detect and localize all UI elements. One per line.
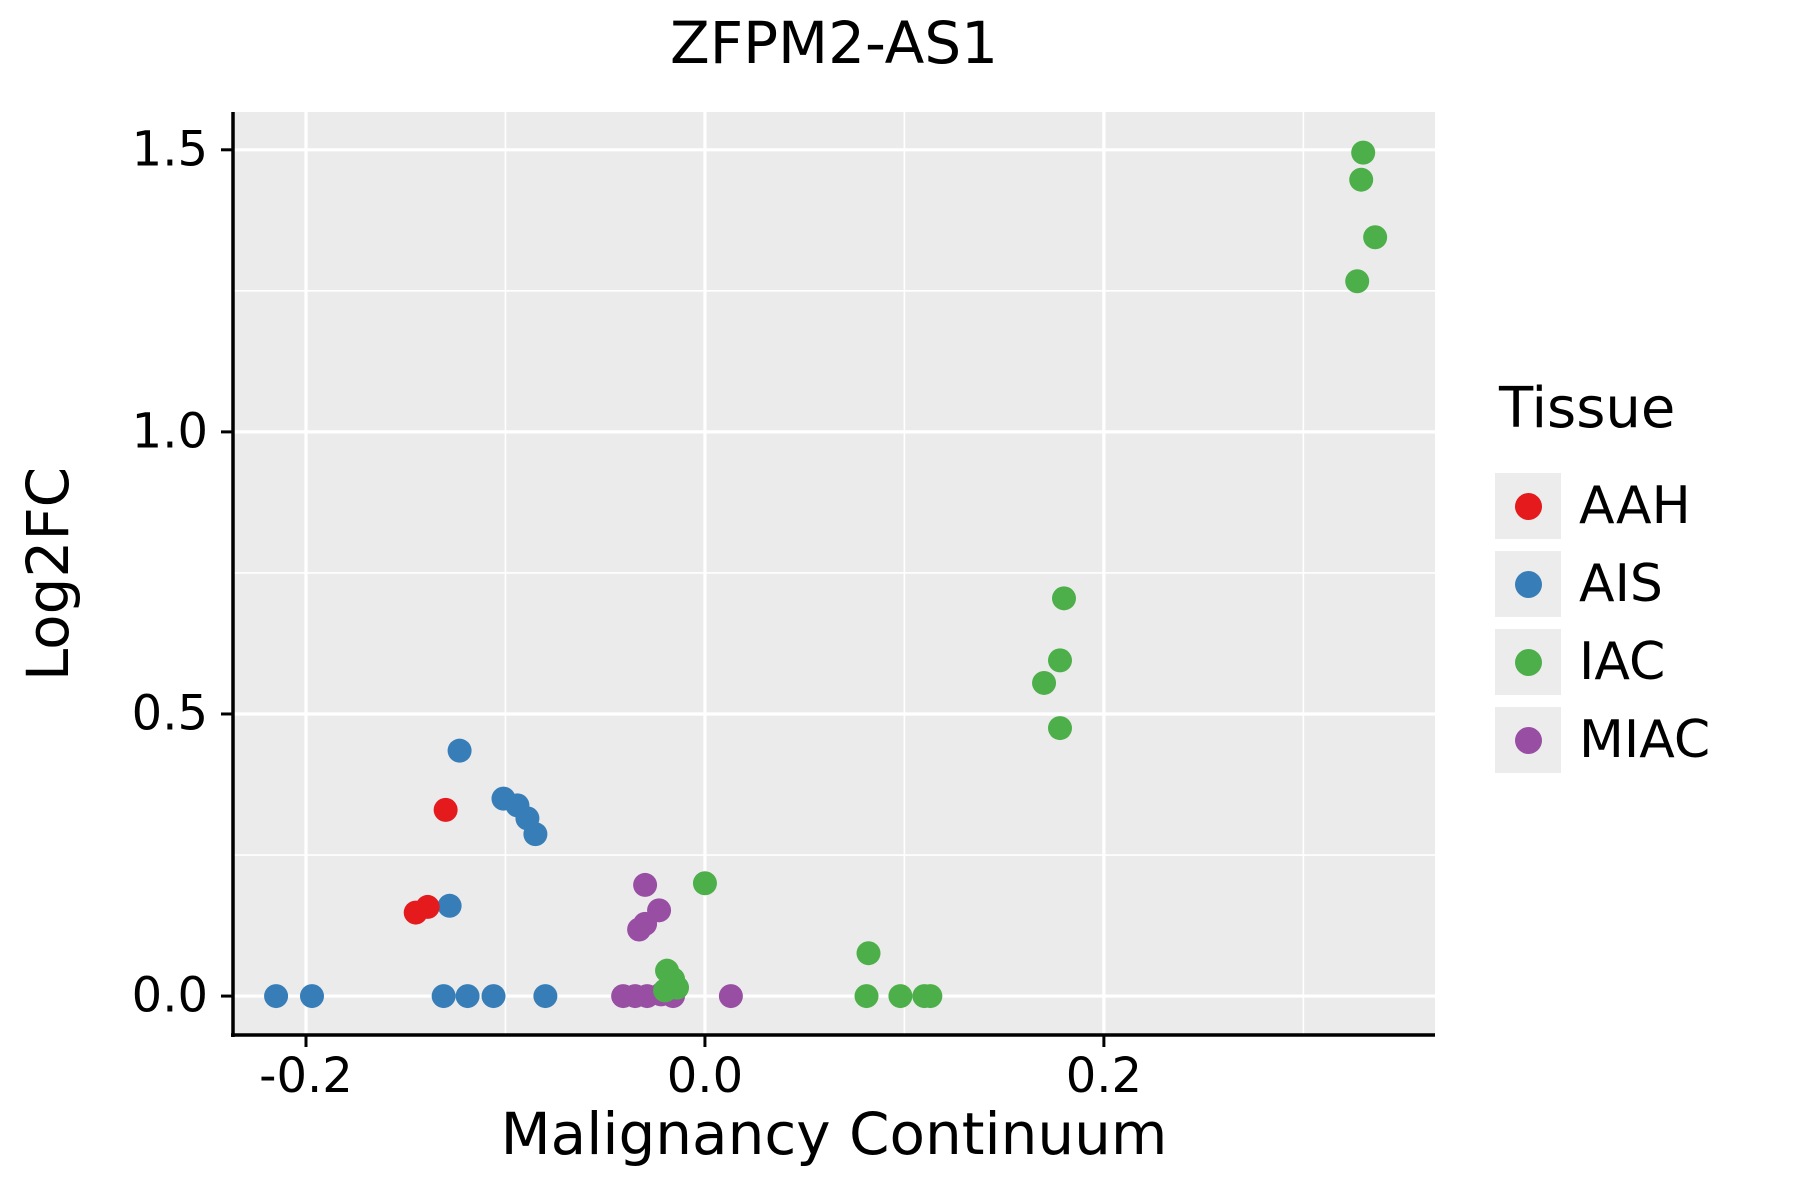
legend-label-ais: AIS (1579, 554, 1663, 614)
data-point-ais (523, 822, 548, 847)
data-point-ais (455, 984, 480, 1009)
chart-title: ZFPM2-AS1 (669, 9, 999, 77)
data-point-iac (1351, 140, 1376, 165)
data-point-ais (533, 984, 558, 1009)
legend-item-iac: IAC (1495, 623, 1710, 701)
legend-title: Tissue (1499, 376, 1676, 441)
legend-label-aah: AAH (1579, 476, 1691, 536)
legend-dot-ais (1514, 570, 1542, 598)
legend-label-iac: IAC (1579, 632, 1666, 692)
legend-item-ais: AIS (1495, 545, 1710, 623)
data-point-iac (692, 871, 717, 896)
data-point-miac (633, 872, 658, 897)
data-point-ais (431, 984, 456, 1009)
legend: Tissue AAH AIS IAC MIAC (1495, 376, 1710, 779)
data-point-iac (888, 984, 913, 1009)
data-point-miac (627, 917, 652, 942)
data-point-iac (1349, 167, 1374, 192)
data-point-iac (1051, 586, 1076, 611)
data-point-iac (665, 975, 690, 1000)
data-point-iac (1047, 648, 1072, 673)
legend-label-miac: MIAC (1579, 710, 1711, 770)
legend-item-miac: MIAC (1495, 701, 1710, 779)
data-point-iac (1047, 716, 1072, 741)
data-point-iac (1032, 670, 1057, 695)
data-point-ais (437, 893, 462, 918)
y-tick-label: 0.5 (131, 685, 208, 742)
data-point-iac (1345, 269, 1370, 294)
data-point-aah (415, 894, 440, 919)
data-point-ais (481, 984, 506, 1009)
legend-dot-miac (1514, 726, 1542, 754)
y-axis-label: Log2FC (14, 466, 82, 682)
x-axis-label: Malignancy Continuum (500, 1100, 1168, 1168)
y-tick-label: 0.0 (131, 967, 208, 1024)
legend-item-aah: AAH (1495, 467, 1710, 545)
data-point-ais (299, 984, 324, 1009)
data-point-iac (854, 984, 879, 1009)
y-tick-label: 1.0 (131, 403, 208, 460)
data-point-ais (264, 984, 289, 1009)
x-tick-label: 0.0 (666, 1048, 744, 1104)
data-point-ais (447, 738, 472, 763)
data-point-iac (918, 984, 943, 1009)
legend-key (1495, 629, 1561, 695)
data-point-aah (433, 797, 458, 822)
data-point-miac (718, 984, 743, 1009)
legend-key (1495, 551, 1561, 617)
legend-dot-iac (1514, 648, 1542, 676)
x-tick-label: -0.2 (259, 1048, 353, 1104)
legend-dot-aah (1514, 492, 1542, 520)
x-tick-label: 0.2 (1065, 1048, 1143, 1104)
data-point-iac (856, 941, 881, 966)
data-point-iac (1363, 225, 1388, 250)
legend-key (1495, 473, 1561, 539)
y-tick-label: 1.5 (131, 121, 208, 178)
legend-key (1495, 707, 1561, 773)
